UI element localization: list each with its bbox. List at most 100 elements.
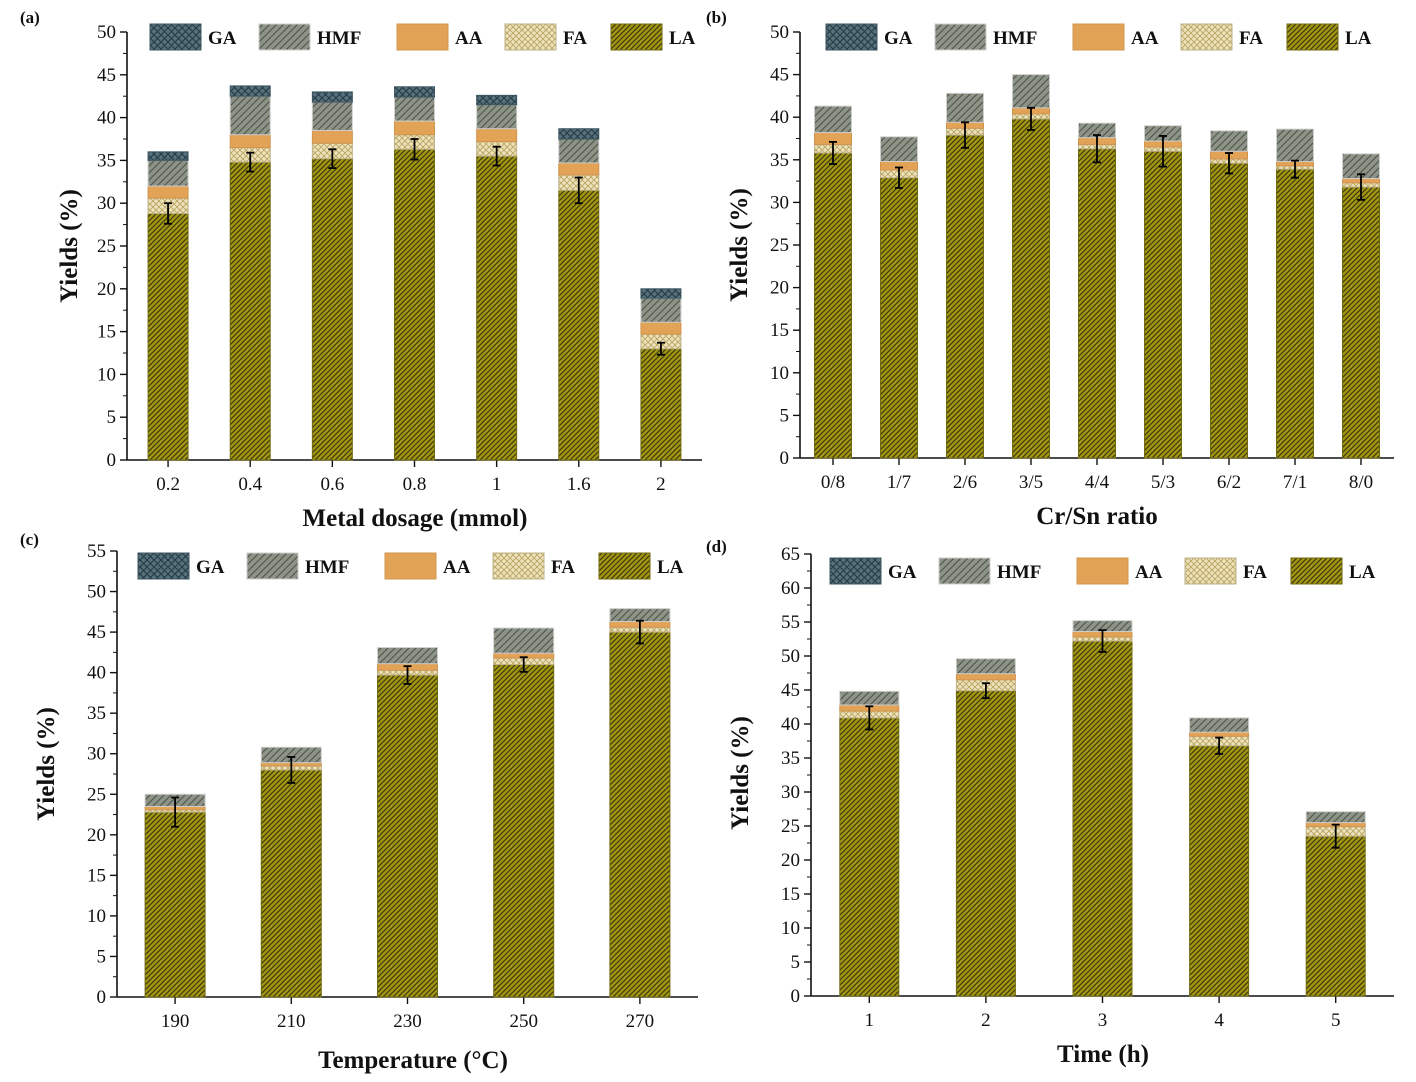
y-tick-label: 40: [781, 714, 800, 735]
legend-swatch-hmf: [246, 552, 299, 580]
bar-segment-hmf: [880, 136, 918, 163]
error-bar: [519, 656, 528, 673]
x-axis-title: Time (h): [1057, 1041, 1149, 1068]
error-bar: [1093, 134, 1101, 164]
error-bar: [287, 756, 296, 784]
error-bar: [865, 705, 874, 731]
bar-segment-ga: [394, 86, 435, 98]
bar-segment-hmf: [1012, 74, 1050, 109]
legend-swatch-la: [610, 23, 663, 51]
legend-label-hmf: HMF: [993, 28, 1037, 49]
bar-segment-ga: [640, 288, 682, 299]
x-axis-title: Temperature (°C): [318, 1047, 508, 1074]
error-bar: [1291, 159, 1299, 179]
y-tick-label: 25: [97, 236, 116, 257]
bar-segment-aa: [640, 321, 682, 335]
y-tick-label: 10: [87, 906, 106, 927]
legend-swatch-aa: [384, 552, 437, 580]
error-bar: [1098, 629, 1107, 653]
bar-segment-aa: [394, 120, 435, 136]
x-tick-label: 0.4: [238, 474, 262, 495]
y-tick-label: 50: [770, 22, 789, 43]
y-tick-label: 15: [97, 322, 116, 343]
y-tick-label: 10: [770, 363, 789, 384]
bar-segment-la: [1078, 148, 1116, 459]
panel-label: (a): [20, 8, 40, 27]
error-bar: [492, 145, 501, 167]
error-bar: [171, 796, 180, 828]
legend: GA HMF AA FA LA: [829, 557, 1376, 585]
x-tick-label: 230: [393, 1011, 422, 1032]
legend-label-aa: AA: [1135, 562, 1163, 583]
x-tick-label: 0.8: [403, 474, 427, 495]
y-tick-label: 25: [770, 235, 789, 256]
y-tick-label: 50: [87, 582, 106, 603]
bar-segment-la: [311, 158, 353, 461]
y-tick-label: 20: [770, 278, 789, 299]
legend: GA HMF AA FA LA: [137, 552, 684, 580]
bar-segment-hmf: [1210, 130, 1248, 152]
y-tick-label: 0: [97, 987, 107, 1008]
legend-swatch-hmf: [938, 557, 991, 585]
y-tick-label: 5: [791, 952, 801, 973]
legend-label-ga: GA: [884, 28, 913, 49]
y-axis-title: Yields (%): [56, 189, 83, 303]
error-bar: [981, 682, 990, 700]
error-bar: [328, 148, 337, 170]
legend-swatch-aa: [396, 23, 449, 51]
x-axis-title: Cr/Sn ratio: [1036, 503, 1158, 530]
bar-segment-la: [1305, 835, 1366, 997]
bar-segment-hmf: [147, 159, 189, 187]
y-tick-label: 55: [87, 541, 106, 562]
bar-segment-hmf: [1276, 128, 1314, 163]
bar-segment-ga: [311, 91, 353, 103]
bar-segment-la: [1012, 118, 1050, 459]
legend-label-fa: FA: [1239, 28, 1263, 49]
bar-segment-aa: [147, 185, 189, 199]
bar-segment-hmf: [476, 104, 518, 130]
bar-segment-ga: [147, 151, 189, 161]
y-tick-label: 20: [97, 279, 116, 300]
legend-swatch-fa: [492, 552, 545, 580]
bar-segment-hmf: [609, 608, 671, 623]
bar-segment-la: [260, 769, 322, 998]
x-tick-label: 270: [626, 1011, 655, 1032]
bar-segment-la: [558, 189, 600, 461]
legend-label-aa: AA: [443, 557, 471, 578]
x-tick-label: 2/6: [953, 472, 977, 493]
bar-segment-hmf: [558, 138, 600, 164]
y-tick-label: 0: [107, 450, 117, 471]
bar-segment-hmf: [946, 92, 984, 123]
error-bar: [164, 202, 173, 225]
legend-swatch-la: [1286, 23, 1339, 51]
x-tick-label: 8/0: [1349, 472, 1373, 493]
error-bar: [656, 341, 665, 356]
y-tick-label: 5: [780, 405, 790, 426]
legend-swatch-hmf: [258, 23, 311, 51]
bar-segment-aa: [229, 134, 271, 149]
y-tick-label: 35: [97, 150, 116, 171]
y-tick-label: 40: [87, 663, 106, 684]
y-tick-label: 20: [781, 850, 800, 871]
legend-label-la: LA: [657, 557, 684, 578]
legend-swatch-la: [598, 552, 651, 580]
bar-segment-ga: [476, 94, 518, 106]
y-tick-label: 15: [781, 884, 800, 905]
legend-swatch-fa: [1184, 557, 1237, 585]
y-tick-label: 10: [781, 918, 800, 939]
legend-swatch-aa: [1076, 557, 1129, 585]
bar-segment-la: [229, 161, 271, 461]
x-tick-label: 190: [161, 1011, 190, 1032]
chart-panel-c: (c) 0 5 10 15 20 25 30 35 40 45 50 55 190 210 230 250 270…: [20, 530, 698, 1074]
legend: GA HMF AA FA LA: [825, 23, 1372, 51]
bar-segment-hmf: [955, 658, 1016, 675]
y-tick-label: 45: [87, 622, 106, 643]
bar-segment-aa: [955, 673, 1016, 681]
y-tick-label: 30: [97, 193, 116, 214]
bar-segment-la: [1276, 168, 1314, 459]
y-tick-label: 45: [97, 65, 116, 86]
legend-label-aa: AA: [1131, 28, 1159, 49]
x-tick-label: 1.6: [567, 474, 591, 495]
